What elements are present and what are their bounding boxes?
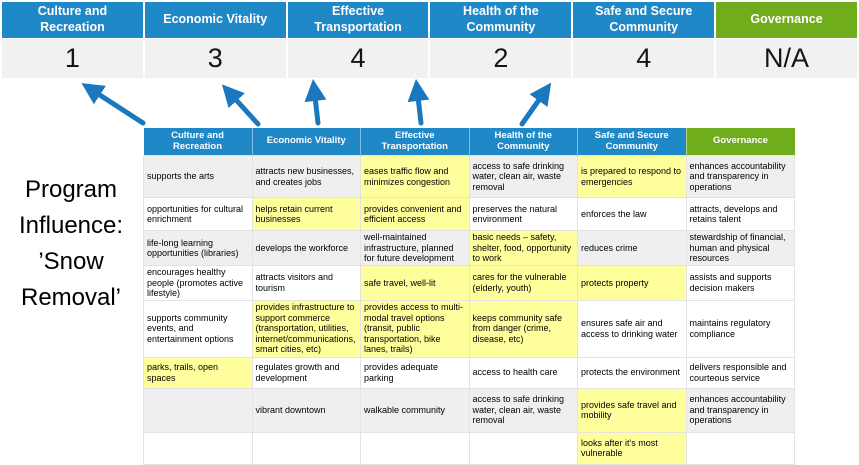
matrix-cell: vibrant downtown: [251, 387, 361, 433]
matrix-cell: supports community events, and entertain…: [143, 299, 253, 358]
summary-score-cell: N/A: [716, 39, 857, 78]
summary-header-cell: Effective Transportation: [287, 2, 429, 38]
matrix-cell: [143, 431, 253, 465]
matrix-cell: protects the environment: [577, 356, 687, 389]
influence-arrow: [407, 79, 430, 126]
matrix-cell: enforces the law: [577, 197, 687, 231]
summary-score-cell: 3: [144, 39, 286, 78]
matrix-body: supports the arts attracts new businesses…: [143, 155, 795, 465]
matrix-cell-highlighted: provides convenient and efficient access: [360, 197, 470, 231]
matrix-row: supports the arts attracts new businesses…: [143, 155, 795, 198]
influence-arrow: [81, 83, 146, 126]
summary-score-cell: 1: [2, 39, 143, 78]
matrix-cell: attracts, develops and retains talent: [685, 197, 795, 231]
matrix-row: parks, trails, open spaces regulates grow…: [143, 356, 795, 389]
matrix-cell: life-long learning opportunities (librar…: [143, 230, 253, 266]
matrix-header-cell: Health of the Community: [468, 128, 578, 156]
matrix-cell: delivers responsible and courteous servi…: [685, 356, 795, 389]
matrix-header-cell: Safe and Secure Community: [577, 128, 686, 156]
matrix-cell: provides adequate parking: [360, 356, 470, 389]
matrix-cell-highlighted: cares for the vulnerable (elderly, youth…: [468, 265, 578, 301]
influence-arrow: [221, 84, 261, 127]
matrix-cell: attracts new businesses, and creates job…: [251, 155, 361, 198]
matrix-cell: maintains regulatory compliance: [685, 299, 795, 358]
matrix-cell: [360, 431, 470, 465]
matrix-cell: ensures safe air and access to drinking …: [577, 299, 687, 358]
summary-score-cell: 4: [573, 39, 715, 78]
matrix-cell-highlighted: looks after it's most vulnerable: [577, 431, 687, 465]
matrix-cell: [468, 431, 578, 465]
matrix-cell: well-maintained infrastructure, planned …: [360, 230, 470, 266]
matrix-cell-highlighted: protects property: [577, 265, 687, 301]
matrix-row: encourages healthy people (promotes acti…: [143, 265, 795, 301]
matrix-row: looks after it's most vulnerable: [143, 431, 795, 465]
matrix-cell-highlighted: parks, trails, open spaces: [143, 356, 253, 389]
matrix-cell: supports the arts: [143, 155, 253, 198]
matrix-cell: reduces crime: [577, 230, 687, 266]
summary-header-cell: Governance: [716, 2, 857, 38]
influence-arrow: [304, 79, 327, 126]
matrix-cell: preserves the natural environment: [468, 197, 578, 231]
matrix-cell: develops the workforce: [251, 230, 361, 266]
matrix-row: opportunities for cultural enrichment hel…: [143, 197, 795, 231]
matrix-header-cell: Culture and Recreation: [143, 128, 252, 156]
summary-column-3: Effective Transportation 4: [287, 2, 429, 78]
matrix-cell: regulates growth and development: [251, 356, 361, 389]
matrix-cell: enhances accountability and transparency…: [685, 155, 795, 198]
summary-header-cell: Safe and Secure Community: [573, 2, 715, 38]
matrix-cell: encourages healthy people (promotes acti…: [143, 265, 253, 301]
matrix-cell: access to safe drinking water, clean air…: [468, 155, 578, 198]
matrix-header-cell: Governance: [685, 128, 795, 156]
summary-column-6: Governance N/A: [716, 2, 857, 78]
summary-table: Culture and Recreation 1 Economic Vitality…: [2, 2, 857, 78]
summary-score-cell: 4: [287, 39, 429, 78]
matrix-cell: opportunities for cultural enrichment: [143, 197, 253, 231]
matrix-header-cell: Economic Vitality: [251, 128, 361, 156]
influence-arrow: [519, 82, 552, 127]
matrix-cell: enhances accountability and transparency…: [685, 387, 795, 433]
matrix-cell: attracts visitors and tourism: [251, 265, 361, 301]
matrix-cell-highlighted: helps retain current businesses: [251, 197, 361, 231]
matrix-cell: access to health care: [468, 356, 578, 389]
matrix-cell-highlighted: is prepared to respond to emergencies: [577, 155, 687, 198]
summary-column-1: Culture and Recreation 1: [2, 2, 143, 78]
summary-header-cell: Economic Vitality: [144, 2, 286, 38]
matrix-cell: [251, 431, 361, 465]
matrix-row: vibrant downtown walkable community access…: [143, 387, 795, 433]
summary-header-cell: Culture and Recreation: [2, 2, 143, 38]
matrix-cell-highlighted: provides access to multi-modal travel op…: [360, 299, 470, 358]
program-influence-label: Program Influence: ’Snow Removal’: [18, 176, 124, 311]
matrix-cell-highlighted: safe travel, well-lit: [360, 265, 470, 301]
matrix-cell: [685, 431, 795, 465]
summary-column-5: Safe and Secure Community 4: [573, 2, 715, 78]
matrix-cell-highlighted: provides infrastructure to support comme…: [251, 299, 361, 358]
priorities-matrix: Culture and Recreation Economic Vitality E…: [143, 128, 795, 465]
summary-score-cell: 2: [430, 39, 572, 78]
summary-column-2: Economic Vitality 3: [144, 2, 286, 78]
matrix-cell-highlighted: eases traffic flow and minimizes congest…: [360, 155, 470, 198]
matrix-header-row: Culture and Recreation Economic Vitality E…: [143, 128, 795, 156]
matrix-row: life-long learning opportunities (librar…: [143, 230, 795, 266]
matrix-cell-highlighted: keeps community safe from danger (crime,…: [468, 299, 578, 358]
matrix-cell-highlighted: provides safe travel and mobility: [577, 387, 687, 433]
matrix-cell: stewardship of financial, human and phys…: [685, 230, 795, 266]
summary-column-4: Health of the Community 2: [430, 2, 572, 78]
matrix-cell: walkable community: [360, 387, 470, 433]
matrix-cell: access to safe drinking water, clean air…: [468, 387, 578, 433]
matrix-header-cell: Effective Transportation: [360, 128, 469, 156]
matrix-cell: assists and supports decision makers: [685, 265, 795, 301]
summary-header-cell: Health of the Community: [430, 2, 572, 38]
matrix-row: supports community events, and entertain…: [143, 299, 795, 358]
matrix-cell: [143, 387, 253, 433]
matrix-cell-highlighted: basic needs – safety, shelter, food, opp…: [468, 230, 578, 266]
